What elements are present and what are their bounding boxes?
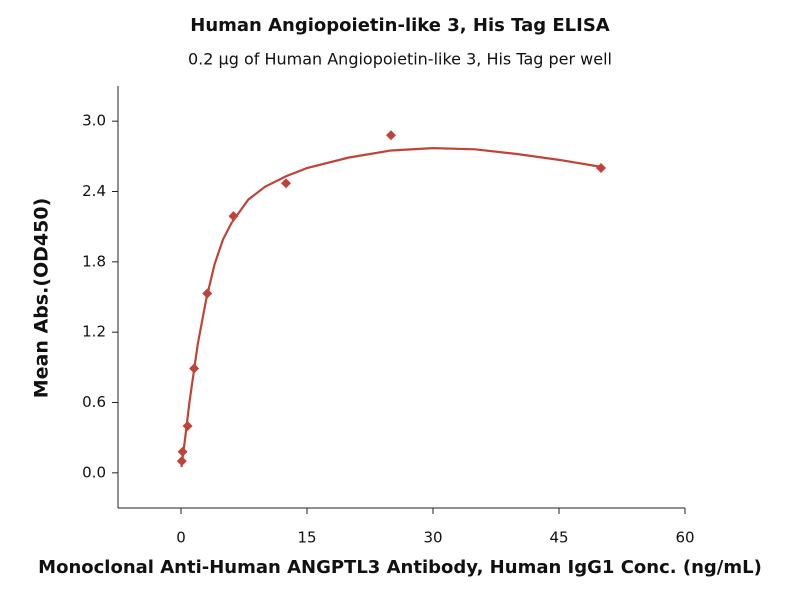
data-point (228, 211, 239, 222)
data-point (177, 446, 188, 457)
y-tick-label: 1.2 (82, 323, 106, 341)
x-tick-label: 15 (297, 529, 316, 547)
data-point (596, 163, 606, 174)
data-point (281, 178, 291, 189)
y-tick-label: 2.4 (82, 182, 106, 200)
x-tick-label: 0 (176, 529, 186, 547)
y-axis-title: Mean Abs.(OD450) (31, 198, 53, 399)
data-point (386, 130, 396, 141)
data-point (176, 456, 187, 467)
y-tick-label: 0.6 (82, 393, 106, 411)
fit-curve (180, 147, 602, 468)
data-point (202, 288, 213, 299)
data-point (182, 420, 193, 431)
x-tick-label: 45 (549, 529, 568, 547)
chart-title: Human Angiopoietin-like 3, His Tag ELISA (190, 15, 610, 36)
x-axis-title: Monoclonal Anti-Human ANGPTL3 Antibody, … (38, 557, 762, 578)
y-tick-label: 1.8 (82, 252, 106, 270)
x-tick-label: 30 (423, 529, 442, 547)
y-tick-label: 0.0 (82, 463, 106, 481)
data-point (189, 363, 200, 374)
chart-subtitle: 0.2 µg of Human Angiopoietin-like 3, His… (188, 50, 612, 69)
y-tick-label: 3.0 (82, 112, 106, 130)
x-tick-label: 60 (675, 529, 694, 547)
